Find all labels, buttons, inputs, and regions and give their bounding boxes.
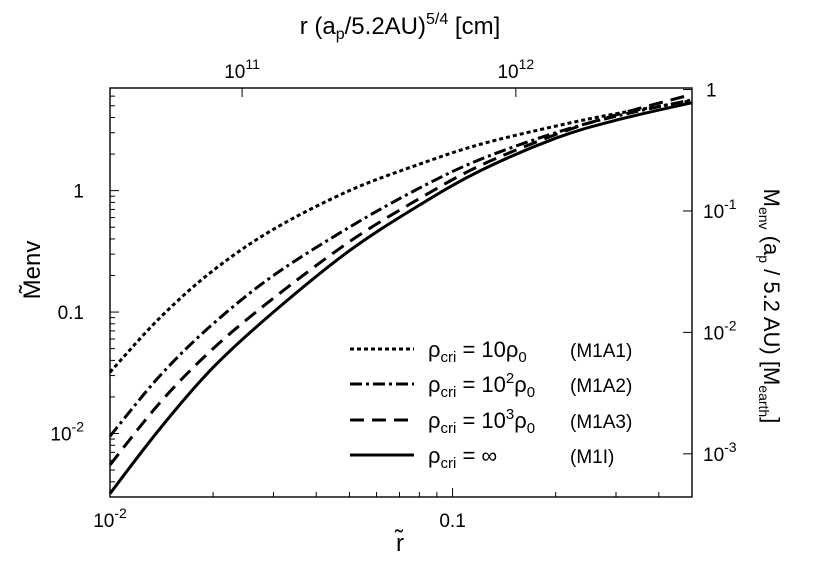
tick-marks (109, 87, 693, 498)
series-layer (108, 92, 693, 495)
series-line-1 (108, 99, 693, 374)
tick-labels: 10-2 0.1 1 0.1 10-2 1011 1012 1 10-1 10-2 10-3 (50, 56, 736, 532)
series-line-4 (108, 101, 693, 495)
legend-label-4: ρcri = ∞ (428, 443, 497, 472)
legend-label-1: ρcri = 10ρ0 (428, 337, 527, 366)
axis-titles: r̃ M̃env r (ap/5.2AU)5/4 [cm] Menv (ap / 5.… (19, 11, 784, 557)
legend-tag-3: (M1A3) (570, 412, 632, 433)
plot-frame (109, 87, 693, 498)
y-tick-label: 1 (73, 182, 84, 203)
right-axis-title: Menv (ap / 5.2 AU) [Mearth] (756, 189, 784, 424)
x-tick-label: 0.1 (439, 511, 465, 532)
legend-label-2: ρcri = 102ρ0 (428, 370, 535, 401)
x-tick-label: 10-2 (93, 505, 127, 532)
y-tick-label: 0.1 (58, 303, 84, 324)
top-axis-title: r (ap/5.2AU)5/4 [cm] (300, 11, 501, 43)
y-tick-label: 10-2 (50, 419, 84, 446)
legend-tag-2: (M1A2) (570, 376, 632, 397)
series-line-3 (108, 92, 693, 466)
series-line-2 (108, 98, 693, 438)
right-tick-label: 10-2 (703, 317, 737, 344)
legend-label-3: ρcri = 103ρ0 (428, 406, 535, 437)
top-tick-label: 1011 (224, 56, 260, 83)
legend: ρcri = 10ρ0 (M1A1) ρcri = 102ρ0 (M1A2) ρcri … (350, 337, 632, 472)
top-tick-label: 1012 (497, 56, 534, 83)
x-axis-title: r̃ (394, 530, 404, 557)
right-tick-label: 1 (706, 81, 717, 102)
y-axis-title: M̃env (19, 241, 46, 300)
legend-tag-1: (M1A1) (570, 341, 632, 362)
legend-tag-4: (M1I) (570, 447, 614, 468)
right-tick-label: 10-3 (703, 439, 737, 466)
right-tick-label: 10-1 (703, 196, 737, 223)
